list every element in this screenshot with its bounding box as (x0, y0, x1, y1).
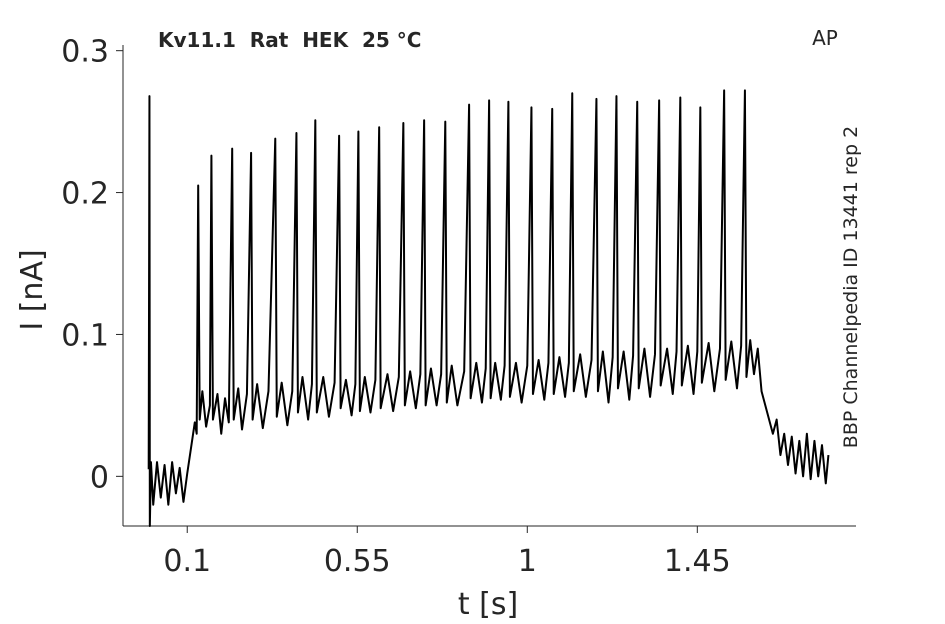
x-tick-label: 1 (518, 544, 537, 579)
y-tick-label: 0 (90, 460, 109, 495)
y-tick-label: 0.3 (61, 35, 109, 70)
x-tick-label: 0.1 (163, 544, 211, 579)
y-tick-label: 0.1 (61, 318, 109, 353)
y-tick-label: 0.2 (61, 177, 109, 212)
x-tick-label: 1.45 (664, 544, 731, 579)
corner-label: AP (812, 26, 838, 50)
side-label: BBP Channelpedia ID 13441 rep 2 (840, 126, 862, 448)
chart-title: Kv11.1 Rat HEK 25 °C (158, 28, 422, 52)
x-tick-label: 0.55 (324, 544, 391, 579)
current-trace (147, 89, 830, 527)
x-axis-label: t [s] (458, 587, 518, 622)
y-axis-label: I [nA] (15, 249, 50, 330)
